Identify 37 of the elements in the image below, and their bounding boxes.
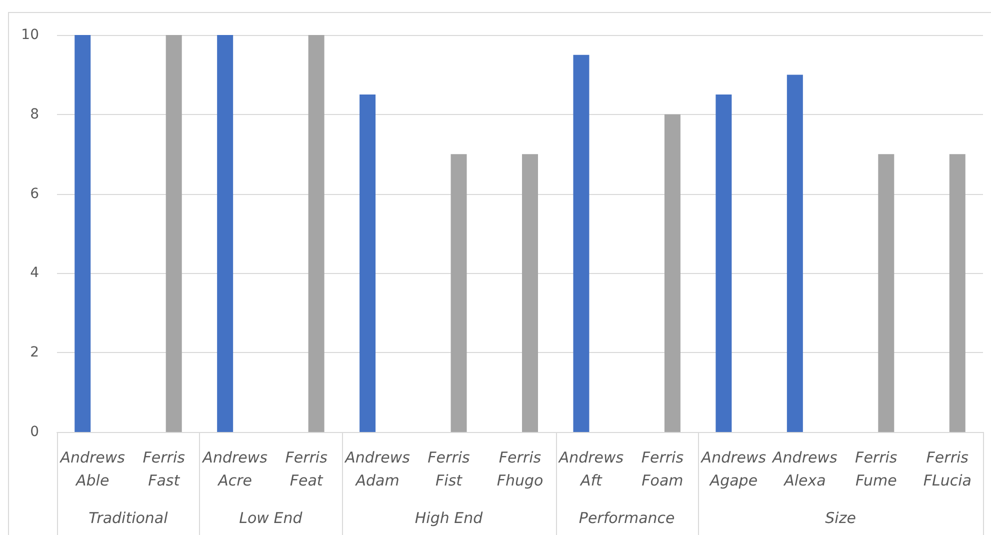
text: Performance xyxy=(578,508,676,528)
bar xyxy=(716,94,732,432)
x-tick-label: Ferris Fist xyxy=(428,448,470,490)
y-tick-label: 6 xyxy=(30,186,40,202)
bar xyxy=(949,154,966,432)
text: Traditional xyxy=(88,508,169,528)
y-tick-label: 8 xyxy=(30,106,39,122)
x-tick-label: Ferris Foam xyxy=(641,448,684,490)
x-tick-label: Andrews Agape xyxy=(700,448,766,490)
x-tick-label: Andrews Able xyxy=(59,448,126,490)
text: Size xyxy=(824,508,857,528)
bar xyxy=(786,74,803,432)
x-tick-label: Ferris Fast xyxy=(142,448,186,490)
x-tick-label: Andrews Adam xyxy=(344,448,410,490)
y-tick-label: 10 xyxy=(21,27,39,43)
bar xyxy=(522,154,538,432)
bar xyxy=(360,94,376,432)
x-tick-label: Ferris Feat xyxy=(285,448,328,490)
bar xyxy=(573,54,590,432)
bar xyxy=(664,114,680,432)
text: High End xyxy=(414,508,484,528)
bar xyxy=(217,35,234,432)
x-tick-label: Ferris Fhugo xyxy=(496,448,544,490)
x-tick-label: Andrews Aft xyxy=(558,448,624,490)
y-tick-label: 0 xyxy=(30,424,39,440)
x-tick-label: Ferris FLucia xyxy=(923,448,972,490)
x-tick-label: Andrews Acre xyxy=(202,448,268,490)
text: Low End xyxy=(238,508,304,528)
x-tick-label: Andrews Alexa xyxy=(772,448,838,490)
bar xyxy=(166,35,182,432)
bar xyxy=(74,35,91,432)
y-tick-label: 4 xyxy=(30,265,40,282)
x-tick-label: Ferris Fume xyxy=(855,448,898,490)
y-tick-label: 2 xyxy=(30,344,39,361)
bar xyxy=(878,154,894,432)
bar xyxy=(450,154,467,432)
bar xyxy=(308,35,324,432)
